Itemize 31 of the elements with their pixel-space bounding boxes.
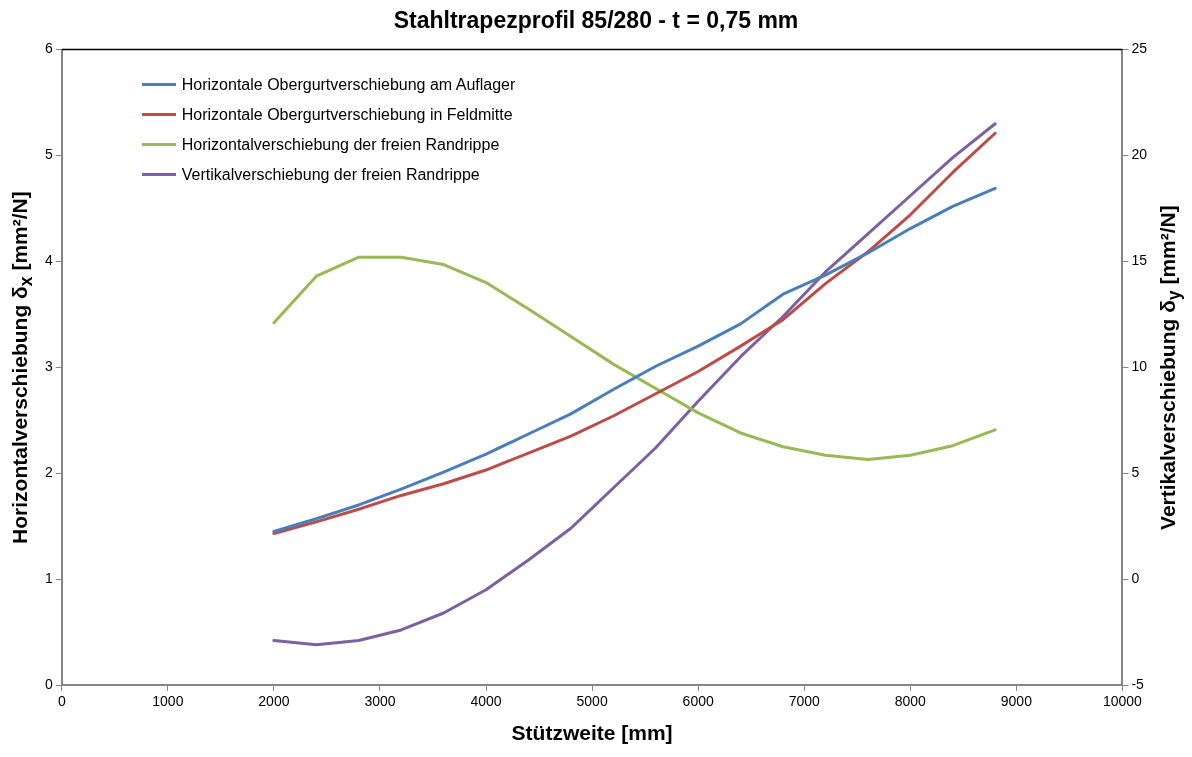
x-tick-label: 0: [57, 693, 66, 710]
x-tick-label: 3000: [364, 693, 396, 710]
y-tick-label: 6: [44, 40, 53, 57]
y2-tick-label: 0: [1131, 569, 1140, 586]
y-tick-label: 3: [44, 358, 53, 375]
y-tick-label: 5: [44, 146, 53, 163]
legend-label: Horizontalverschiebung der freien Randrippe: [181, 135, 500, 154]
x-tick-label: 2000: [258, 693, 290, 710]
y2-tick-label: 25: [1131, 40, 1148, 57]
x-tick-label: 7000: [788, 693, 821, 710]
chart-title: Stahltrapezprofil 85/280 - t = 0,75 mm: [393, 7, 799, 34]
y2-tick-label: -5: [1131, 675, 1145, 692]
x-tick-label: 10000: [1102, 693, 1143, 710]
x-axis-title: Stützweite [mm]: [511, 721, 673, 745]
x-tick-label: 9000: [1000, 693, 1033, 710]
legend-label: Horizontale Obergurtverschiebung am Auflager: [181, 75, 516, 94]
x-tick-label: 1000: [152, 693, 184, 710]
x-tick-label: 6000: [682, 693, 714, 710]
x-tick-label: 5000: [576, 693, 608, 710]
x-tick-label: 4000: [470, 693, 502, 710]
legend-label: Vertikalverschiebung der freien Randrippe: [181, 165, 480, 184]
y2-tick-label: 5: [1131, 464, 1140, 481]
y-tick-label: 4: [44, 252, 53, 269]
y-tick-label: 0: [44, 675, 53, 692]
y-tick-label: 1: [44, 569, 53, 586]
y2-tick-label: 20: [1131, 146, 1148, 163]
legend-label: Horizontale Obergurtverschiebung in Feldmitte: [181, 105, 513, 124]
y2-tick-label: 10: [1131, 358, 1148, 375]
y2-tick-label: 15: [1131, 252, 1148, 269]
y-tick-label: 2: [44, 464, 53, 481]
x-tick-label: 8000: [894, 693, 927, 710]
